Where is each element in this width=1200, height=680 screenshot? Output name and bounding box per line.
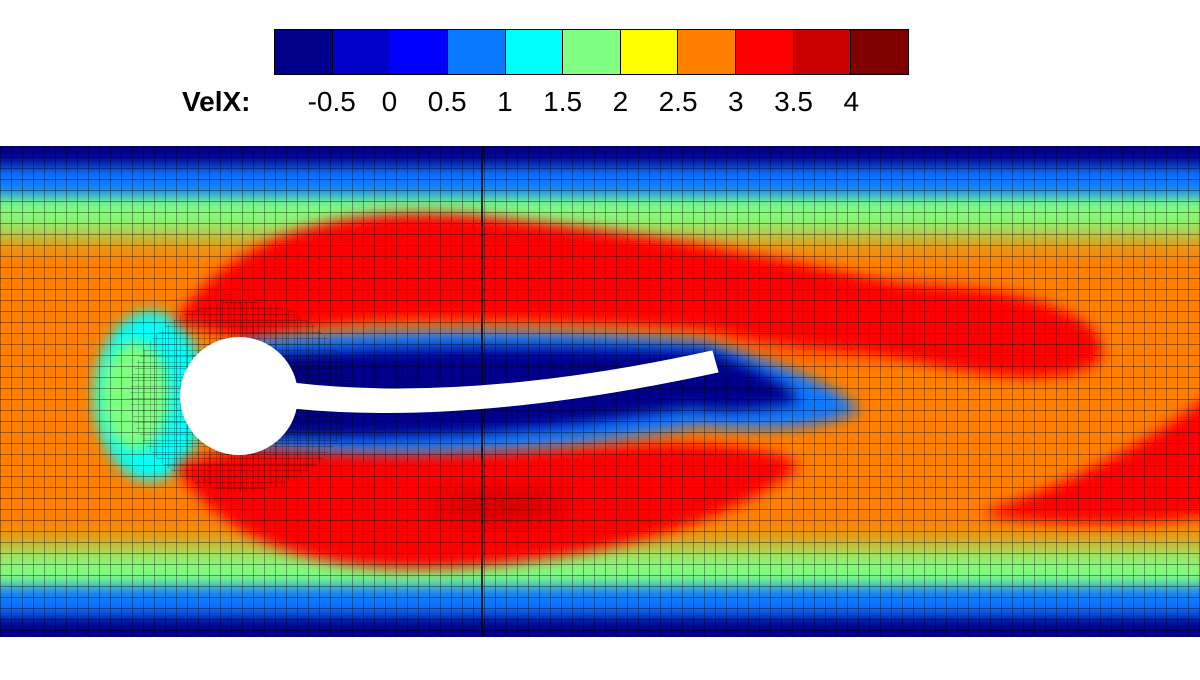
colorbar-swatch <box>275 30 333 74</box>
colorbar-tick-label: 1 <box>497 86 513 117</box>
colorbar-tick-label: 4 <box>843 86 860 117</box>
colorbar-ticks: -0.5 0 0.5 1 1.5 2 2.5 3 3.5 4 <box>274 84 909 120</box>
colorbar-swatch <box>447 30 506 74</box>
velocity-contour-plot <box>0 146 1200 637</box>
colorbar-tick-label: 3.5 <box>774 86 813 117</box>
colorbar-swatch <box>390 30 448 74</box>
colorbar-swatch <box>620 30 679 74</box>
colorbar-swatch <box>563 30 621 74</box>
colorbar-label: VelX: <box>182 86 251 117</box>
colorbar-tick-label: 2 <box>612 86 629 117</box>
colorbar-tick-label: 2.5 <box>658 86 698 117</box>
colorbar-swatch <box>851 30 909 74</box>
colorbar-tick-label: 0.5 <box>427 86 467 117</box>
colorbar-swatch <box>793 30 852 74</box>
colorbar-swatch <box>505 30 564 74</box>
colorbar-swatch <box>678 30 737 74</box>
colorbar-tick-label: 3 <box>728 86 744 117</box>
cylinder <box>180 337 298 455</box>
flexible-splitter-plate <box>291 350 719 413</box>
colorbar-tick-label: 0 <box>381 86 398 117</box>
colorbar-swatch <box>332 30 391 74</box>
colorbar-tick-label: -0.5 <box>307 86 356 117</box>
colorbar <box>274 29 909 75</box>
colorbar-tick-label: 1.5 <box>543 86 583 117</box>
colorbar-swatch <box>736 30 794 74</box>
